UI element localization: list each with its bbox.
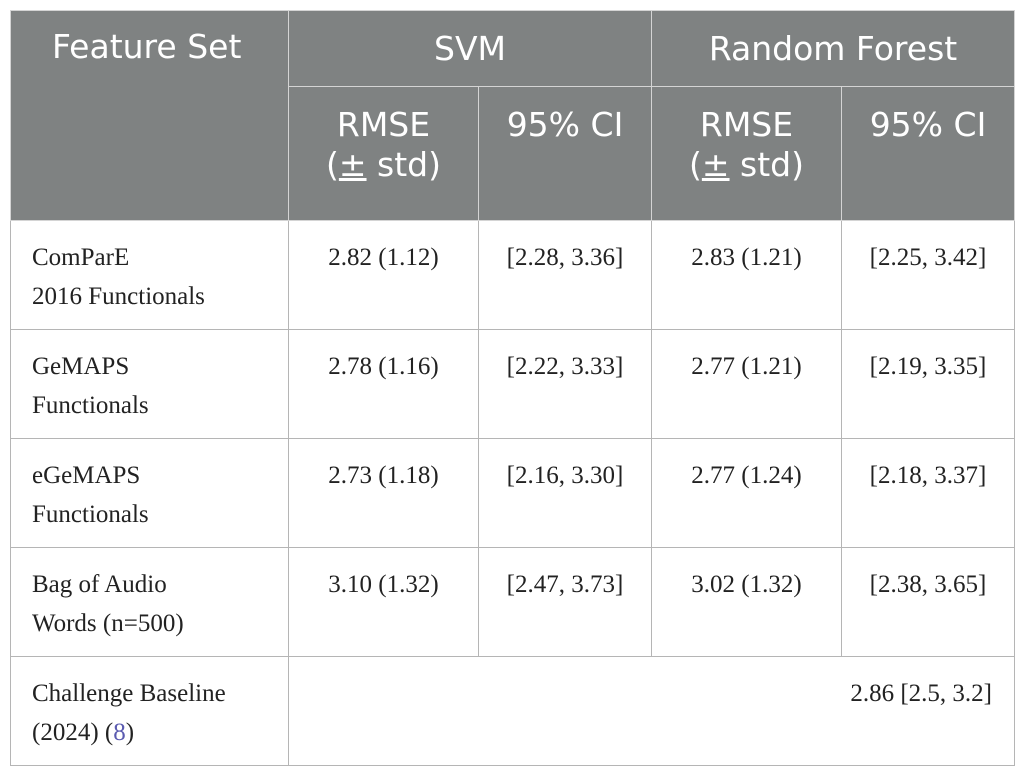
table-row: eGeMAPS Functionals 2.73 (1.18) [2.16, 3.… — [10, 438, 1016, 548]
svm-ci-cell: [2.22, 3.33] — [478, 329, 652, 439]
svm-ci-cell: [2.16, 3.30] — [478, 438, 652, 548]
header-row-1: Feature Set SVM Random Forest — [10, 10, 1016, 221]
svm-rmse-cell: 3.10 (1.32) — [288, 547, 479, 657]
header-svm-rmse: RMSE (± std) — [288, 86, 479, 221]
rf-rmse-cell: 2.77 (1.21) — [651, 329, 842, 439]
header-svm: SVM — [288, 10, 652, 87]
header-svm-ci: 95% CI — [478, 86, 652, 221]
rf-rmse-cell: 2.83 (1.21) — [651, 220, 842, 330]
header-random-forest: Random Forest — [650, 10, 1016, 87]
table-row: Bag of Audio Words (n=500) 3.10 (1.32) [2… — [10, 547, 1016, 657]
header-row-2: RMSE (± std) 95% CI RMSE (± std) 95% CI — [11, 86, 1016, 221]
results-table: Feature Set SVM Random Forest RMSE (± st… — [10, 10, 1016, 766]
rf-ci-cell: [2.19, 3.35] — [840, 329, 1016, 439]
rf-ci-cell: [2.18, 3.37] — [840, 438, 1016, 548]
table-row: GeMAPS Functionals 2.78 (1.16) [2.22, 3.3… — [10, 329, 1016, 439]
baseline-row: Challenge Baseline (2024) (8) 2.86 [2.5,… — [10, 656, 1016, 766]
baseline-name: Challenge Baseline (2024) (8) — [10, 656, 289, 766]
table-row: ComParE 2016 Functionals 2.82 (1.12) [2.2… — [10, 220, 1016, 330]
feature-set-name: GeMAPS Functionals — [10, 329, 289, 439]
svm-rmse-cell: 2.82 (1.12) — [288, 220, 479, 330]
reference-link[interactable]: 8 — [113, 719, 126, 746]
svm-ci-cell: [2.28, 3.36] — [478, 220, 652, 330]
svm-rmse-cell: 2.73 (1.18) — [288, 438, 479, 548]
svm-ci-cell: [2.47, 3.73] — [478, 547, 652, 657]
baseline-value: 2.86 [2.5, 3.2] — [287, 656, 1016, 766]
rf-ci-cell: [2.25, 3.42] — [840, 220, 1016, 330]
feature-set-name: eGeMAPS Functionals — [10, 438, 289, 548]
header-rf-rmse: RMSE (± std) — [651, 86, 842, 221]
feature-set-name: ComParE 2016 Functionals — [10, 220, 289, 330]
rf-rmse-cell: 3.02 (1.32) — [651, 547, 842, 657]
header-feature-set: Feature Set — [10, 10, 289, 221]
rf-rmse-cell: 2.77 (1.24) — [651, 438, 842, 548]
header-rf-ci: 95% CI — [840, 86, 1016, 221]
rf-ci-cell: [2.38, 3.65] — [840, 547, 1016, 657]
feature-set-name: Bag of Audio Words (n=500) — [10, 547, 289, 657]
svm-rmse-cell: 2.78 (1.16) — [288, 329, 479, 439]
